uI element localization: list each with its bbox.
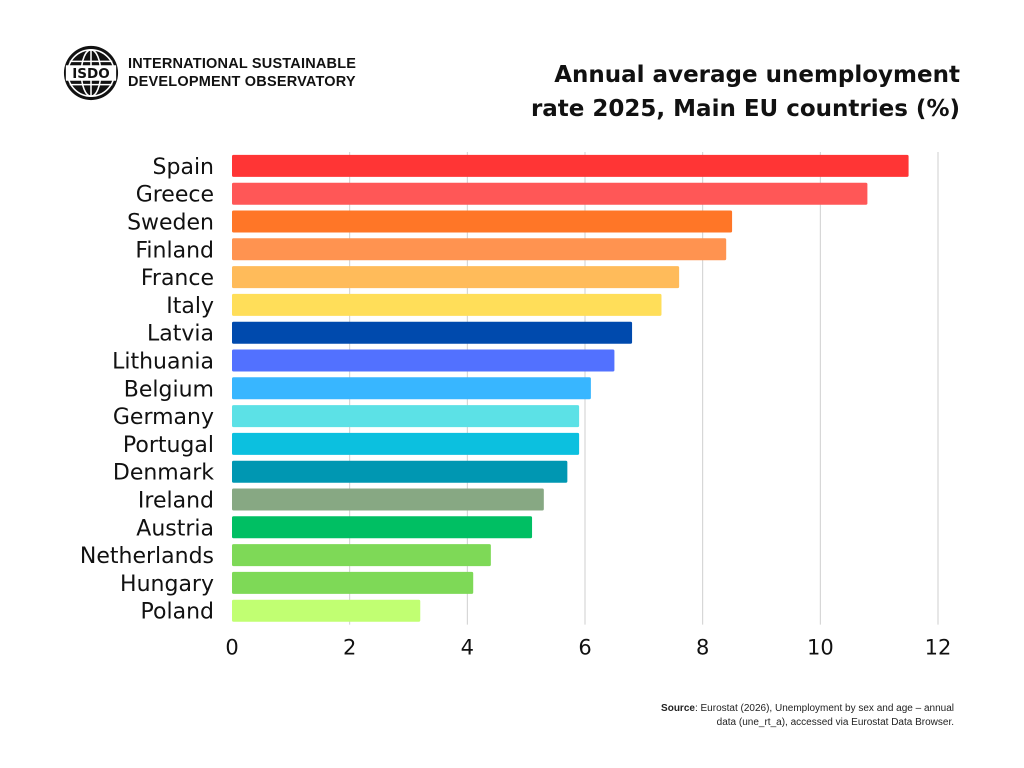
- brand-name-line2: DEVELOPMENT OBSERVATORY: [128, 74, 356, 90]
- category-label: Greece: [136, 183, 214, 208]
- bar-france: [232, 266, 680, 289]
- category-label: Latvia: [147, 322, 214, 347]
- bar-denmark: [232, 460, 568, 483]
- source-note: Source: Eurostat (2026), Unemployment by…: [661, 702, 954, 730]
- source-line1: Source: Eurostat (2026), Unemployment by…: [661, 702, 954, 716]
- category-label: Ireland: [138, 489, 214, 514]
- category-label: Spain: [153, 155, 214, 180]
- bar-greece: [232, 182, 868, 205]
- chart-title: Annual average unemployment rate 2025, M…: [531, 58, 960, 126]
- x-tick-label: 6: [578, 636, 591, 660]
- bar-layer: [232, 154, 909, 622]
- brand-logo-text: ISDO: [72, 66, 109, 82]
- source-line2: data (une_rt_a), accessed via Eurostat D…: [716, 717, 954, 728]
- bar-germany: [232, 405, 580, 428]
- x-tick-label: 4: [461, 636, 474, 660]
- bar-italy: [232, 293, 662, 316]
- category-label: Germany: [113, 405, 214, 430]
- brand-name-line1: INTERNATIONAL SUSTAINABLE: [128, 56, 357, 72]
- bar-sweden: [232, 210, 733, 233]
- bar-spain: [232, 154, 909, 177]
- category-label: Lithuania: [112, 350, 214, 375]
- category-label: Portugal: [123, 433, 214, 458]
- bar-austria: [232, 516, 533, 539]
- chart-title-line1: Annual average unemployment: [554, 62, 960, 88]
- x-tick-label: 8: [696, 636, 709, 660]
- bar-lithuania: [232, 349, 615, 372]
- source-text-1: : Eurostat (2026), Unemployment by sex a…: [694, 703, 954, 714]
- bar-latvia: [232, 321, 633, 344]
- x-tick-label: 0: [225, 636, 238, 660]
- category-label: Netherlands: [80, 544, 214, 569]
- bar-portugal: [232, 432, 580, 455]
- bar-hungary: [232, 571, 474, 594]
- bar-ireland: [232, 488, 544, 511]
- globe-icon: ISDO: [63, 45, 119, 101]
- brand-name: INTERNATIONAL SUSTAINABLE DEVELOPMENT OB…: [128, 55, 356, 91]
- x-tick-label: 10: [807, 636, 834, 660]
- x-axis-tick-layer: 0 2 4 6 8 10 12: [225, 636, 951, 660]
- category-label: Belgium: [124, 377, 214, 402]
- category-label: Finland: [135, 238, 214, 263]
- x-tick-label: 12: [925, 636, 952, 660]
- bar-poland: [232, 599, 421, 622]
- x-tick-label: 2: [343, 636, 356, 660]
- category-label: Denmark: [113, 461, 214, 486]
- category-label: Austria: [136, 516, 214, 541]
- category-label: Italy: [166, 294, 214, 319]
- source-label: Source: [661, 703, 695, 714]
- bar-netherlands: [232, 544, 491, 567]
- bar-finland: [232, 238, 727, 261]
- chart-title-line2: rate 2025, Main EU countries (%): [530, 96, 960, 122]
- brand: ISDO INTERNATIONAL SUSTAINABLE DEVELOPME…: [62, 44, 356, 102]
- category-label: Poland: [141, 600, 214, 625]
- bar-belgium: [232, 377, 591, 400]
- category-label: France: [141, 266, 214, 291]
- category-label: Hungary: [120, 572, 214, 597]
- category-label: Sweden: [127, 211, 214, 236]
